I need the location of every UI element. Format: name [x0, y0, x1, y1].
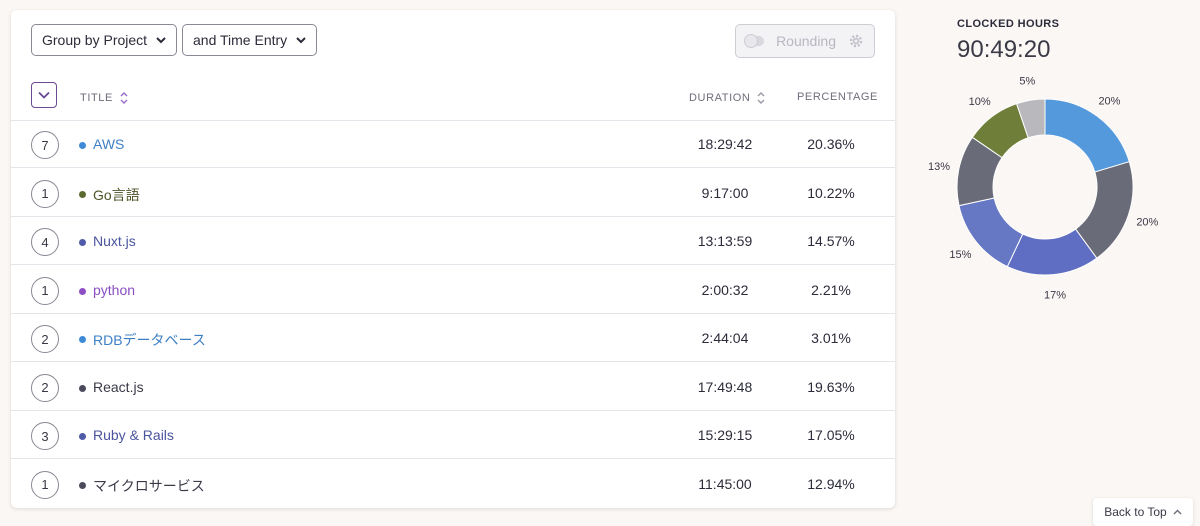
donut-slice [1006, 228, 1098, 276]
expand-all-button[interactable] [31, 82, 57, 108]
sort-icon[interactable] [120, 91, 128, 105]
project-color-dot [79, 239, 86, 246]
donut-slice [1074, 161, 1134, 259]
percentage-header-label: PERCENTAGE [797, 91, 878, 103]
donut-slice [1015, 98, 1046, 139]
duration-header-label: DURATION [689, 92, 751, 104]
entry-count-badge[interactable]: 4 [31, 228, 59, 256]
chevron-down-icon [156, 36, 166, 44]
table-row: 4 Nuxt.js 13:13:59 14.57% [11, 217, 895, 265]
table-row: 1 Go言語 9:17:00 10.22% [11, 169, 895, 217]
project-title[interactable]: マイクロサービス [93, 477, 205, 494]
project-color-dot [79, 190, 86, 198]
project-duration: 9:17:00 [701, 184, 749, 201]
project-duration: 11:45:00 [698, 475, 752, 492]
entry-count-badge[interactable]: 2 [31, 325, 59, 353]
donut-slice [971, 103, 1029, 159]
donut-slice-label: 5% [1019, 75, 1035, 87]
project-percentage: 20.36% [807, 136, 855, 152]
sort-icon[interactable] [757, 91, 765, 105]
project-percentage: 19.63% [807, 378, 855, 395]
donut-slice-label: 17% [1044, 290, 1066, 302]
project-duration: 2:44:04 [701, 330, 749, 346]
project-title[interactable]: Go言語 [93, 186, 140, 203]
project-color-dot [79, 142, 86, 149]
table-row: 1 python 2:00:32 2.21% [11, 266, 895, 314]
project-duration: 2:00:32 [701, 281, 749, 298]
table-row: 2 React.js 17:49:48 19.63% [11, 363, 895, 411]
project-duration: 15:29:15 [697, 427, 753, 443]
project-percentage: 14.57% [807, 233, 855, 249]
project-title[interactable]: Nuxt.js [93, 233, 136, 249]
gear-icon[interactable] [848, 33, 864, 49]
entry-count-badge[interactable]: 2 [31, 373, 59, 402]
duration-column-header[interactable]: DURATION [689, 91, 765, 105]
back-to-top-button[interactable]: Back to Top [1093, 498, 1193, 526]
sub-group-dropdown[interactable]: and Time Entry [182, 24, 318, 56]
project-color-dot [79, 433, 86, 440]
table-row: 1 マイクロサービス 11:45:00 12.94% [11, 460, 895, 508]
donut-slice-label: 15% [949, 249, 971, 261]
project-color-dot [79, 287, 86, 295]
title-header-label: TITLE [80, 92, 113, 104]
chevron-up-icon [1173, 509, 1182, 515]
entry-count-badge[interactable]: 3 [31, 422, 59, 450]
sub-group-label: and Time Entry [193, 32, 288, 48]
percentage-column-header: PERCENTAGE [797, 91, 878, 103]
project-color-dot [79, 384, 86, 392]
title-column-header[interactable]: TITLE [80, 91, 128, 105]
entry-count-badge[interactable]: 1 [31, 276, 59, 305]
project-title[interactable]: AWS [93, 136, 125, 152]
table-row: 3 Ruby & Rails 15:29:15 17.05% [11, 411, 895, 459]
table-header: TITLE DURATION PERCENTAGE [11, 72, 895, 121]
entry-count-badge[interactable]: 1 [31, 470, 59, 499]
project-percentage: 10.22% [807, 184, 855, 201]
clocked-hours-total: 90:49:20 [957, 36, 1051, 63]
project-color-dot [79, 481, 86, 489]
project-percentage: 2.21% [811, 281, 851, 298]
group-by-label: Group by Project [42, 32, 148, 48]
chevron-down-icon [296, 36, 306, 44]
project-duration: 13:13:59 [697, 233, 753, 249]
donut-slice [958, 197, 1024, 268]
donut-slice-label: 13% [928, 161, 950, 173]
project-percentage: 17.05% [807, 427, 855, 443]
project-title[interactable]: React.js [93, 378, 144, 395]
project-duration: 18:29:42 [697, 136, 753, 152]
project-title[interactable]: Ruby & Rails [93, 427, 174, 443]
table-row: 2 RDBデータベース 2:44:04 3.01% [11, 314, 895, 362]
project-percentage: 3.01% [811, 330, 851, 346]
donut-slice [1044, 98, 1130, 173]
rounding-label: Rounding [776, 33, 836, 49]
project-duration: 17:49:48 [697, 378, 753, 395]
group-by-dropdown[interactable]: Group by Project [31, 24, 178, 56]
project-title[interactable]: RDBデータベース [93, 332, 206, 348]
table-row: 7 AWS 18:29:42 20.36% [11, 120, 895, 168]
donut-slice-label: 10% [969, 96, 991, 108]
donut-slice-label: 20% [1136, 217, 1158, 229]
time-report-card: Group by Project and Time Entry Rounding… [11, 10, 895, 508]
entry-count-badge[interactable]: 7 [31, 131, 59, 159]
toggle-switch-icon[interactable] [743, 34, 765, 48]
donut-slice-label: 20% [1098, 95, 1120, 107]
entry-count-badge[interactable]: 1 [31, 179, 59, 208]
project-title[interactable]: python [93, 281, 136, 298]
donut-slice [956, 136, 1003, 207]
clocked-hours-label: CLOCKED HOURS [957, 18, 1060, 30]
back-to-top-label: Back to Top [1104, 505, 1167, 519]
chevron-down-icon [38, 91, 50, 99]
project-percentage: 12.94% [807, 475, 855, 492]
rounding-toggle[interactable]: Rounding [735, 24, 875, 58]
project-color-dot [79, 336, 86, 343]
